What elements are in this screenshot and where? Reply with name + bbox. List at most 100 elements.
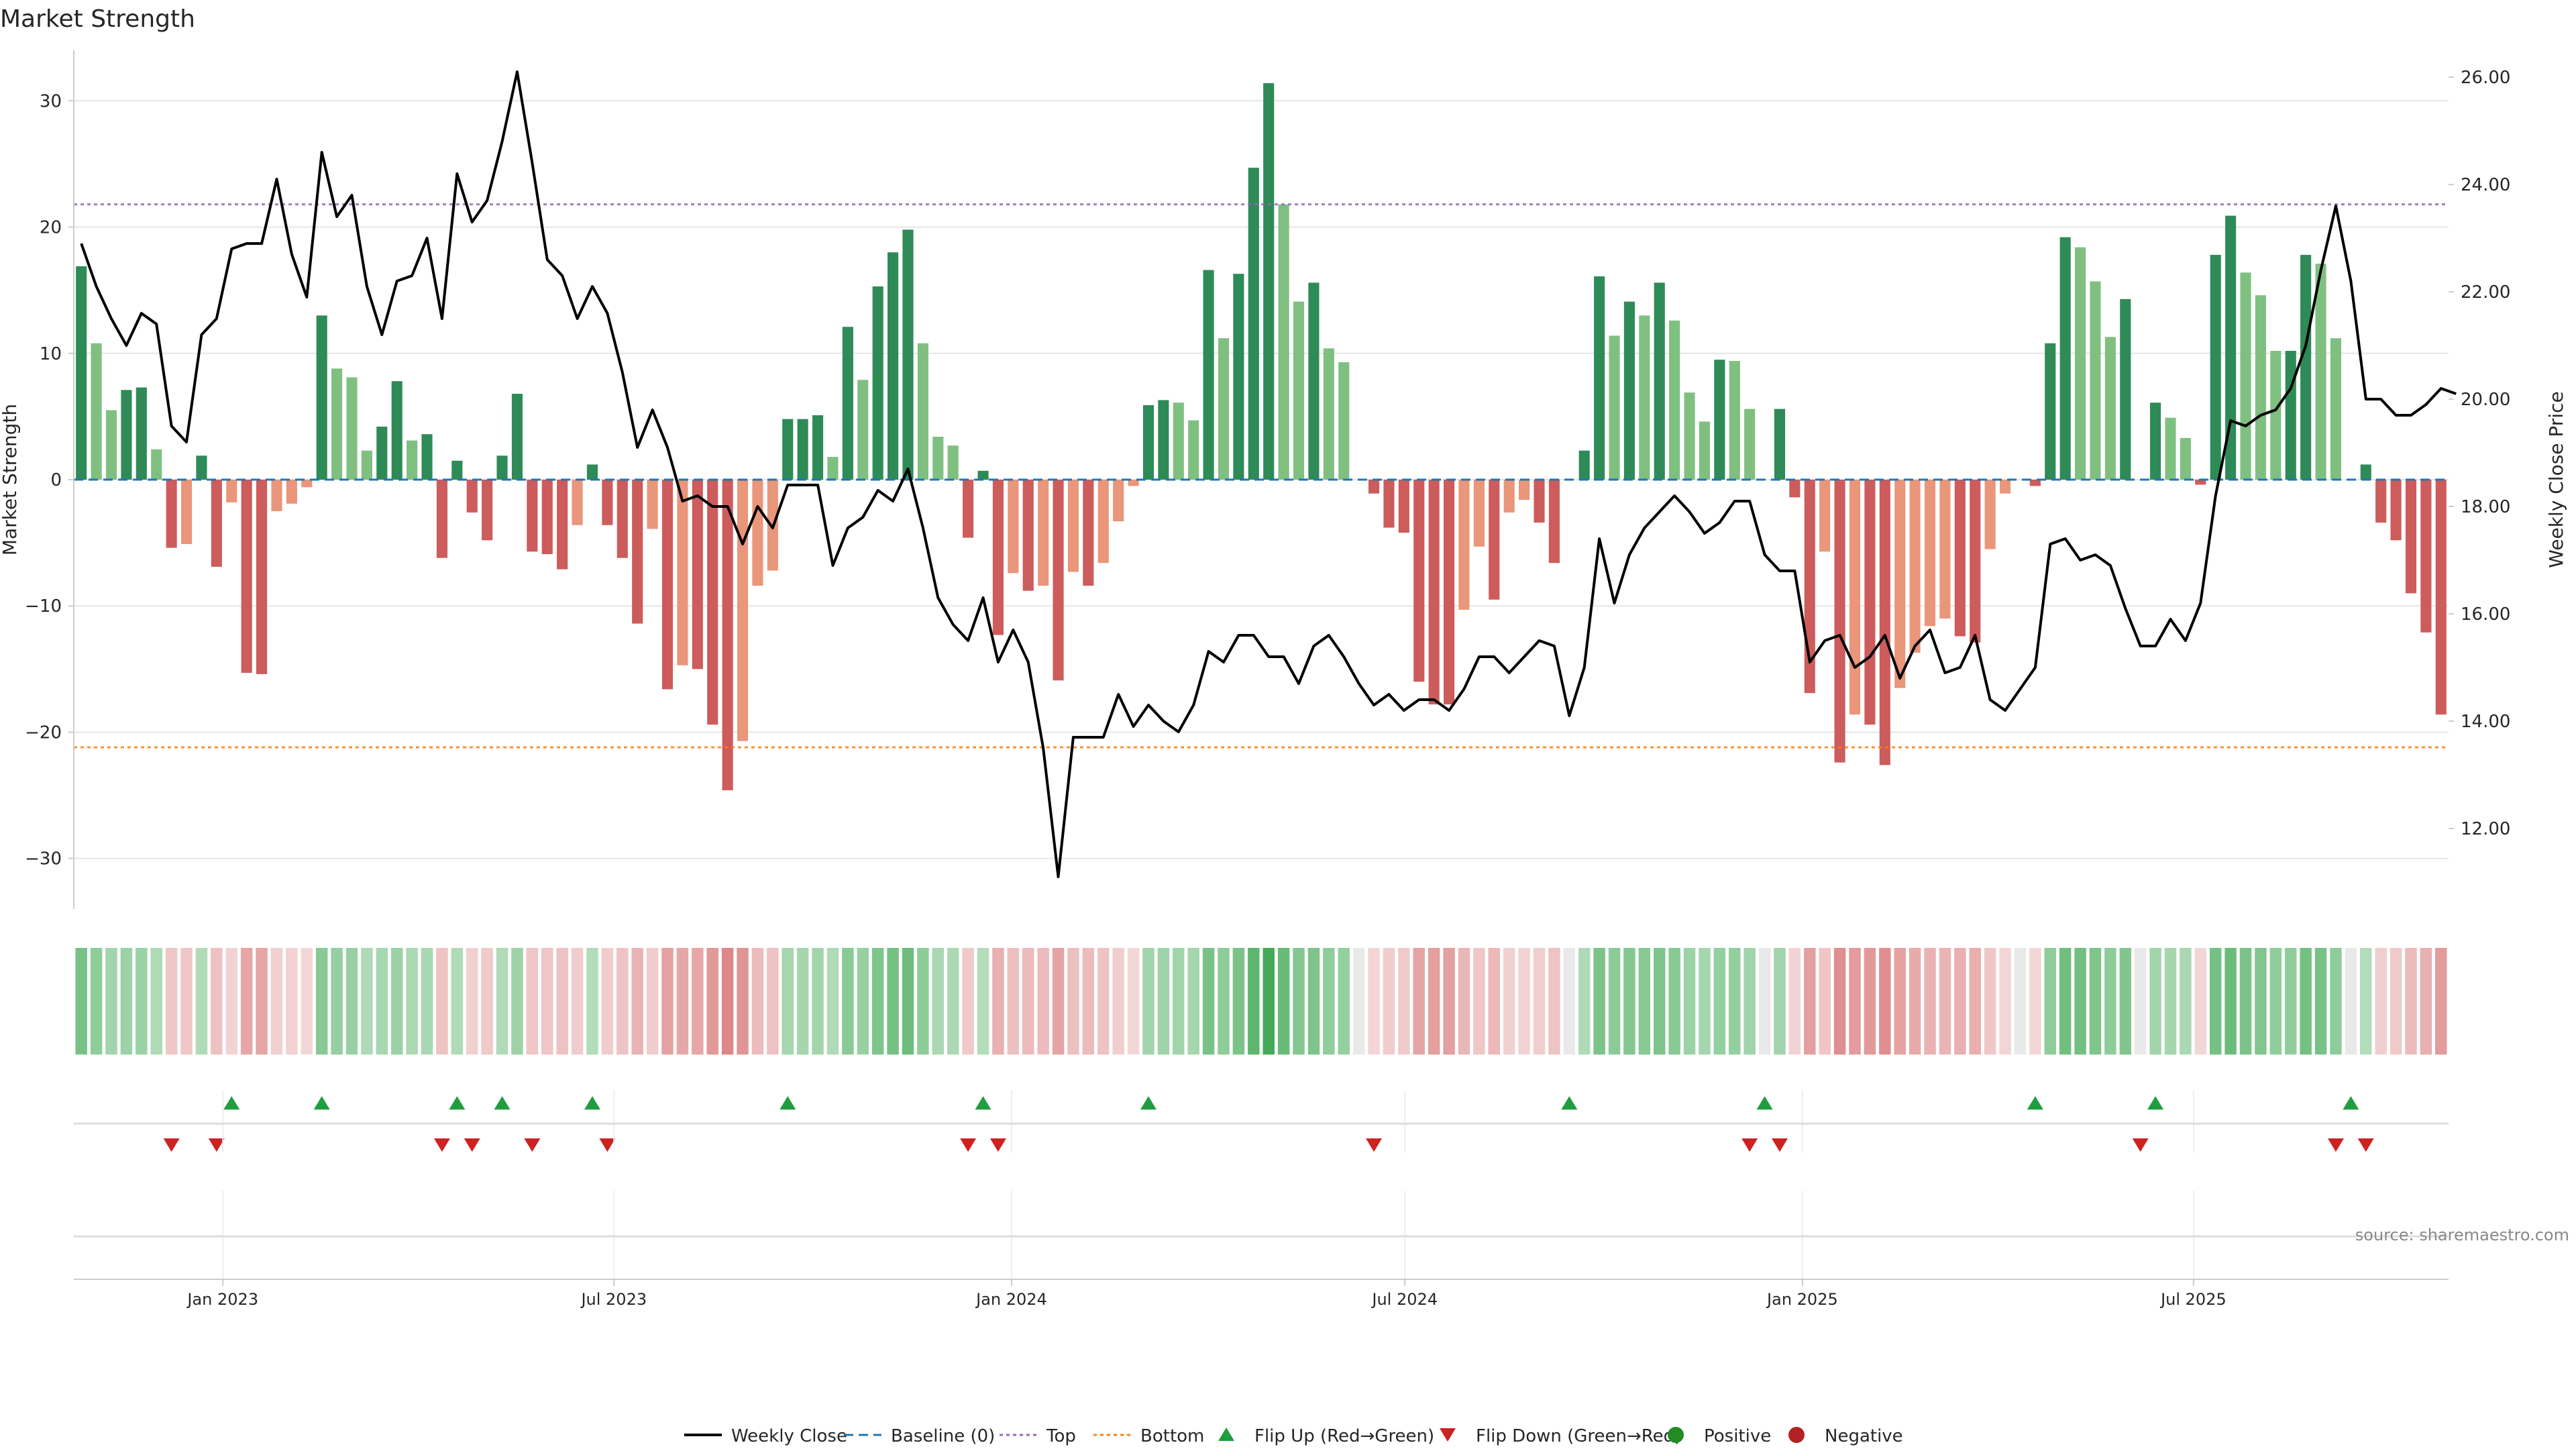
heat-cell: [75, 948, 87, 1055]
strength-bar: [1008, 480, 1019, 574]
strength-bar: [1954, 480, 1966, 637]
right-tick-label: 12.00: [2461, 819, 2510, 839]
strength-bar: [2090, 281, 2101, 480]
heat-cell: [1352, 948, 1365, 1055]
strength-bar: [1458, 480, 1470, 610]
heat-cell: [2089, 948, 2102, 1055]
heat-cell: [466, 948, 478, 1055]
heat-cell: [1097, 948, 1110, 1055]
strength-bar: [1489, 480, 1500, 600]
strength-bar: [376, 426, 388, 480]
strength-bar: [557, 480, 568, 570]
strength-bar: [602, 480, 613, 525]
heat-cell: [1593, 948, 1605, 1055]
strength-bar: [1338, 362, 1350, 480]
heat-cell: [2224, 948, 2237, 1055]
heat-cell: [992, 948, 1004, 1055]
strength-bar: [361, 450, 372, 480]
right-tick-label: 24.00: [2461, 175, 2510, 195]
chart-title: Market Strength: [0, 5, 195, 33]
heat-cell: [2330, 948, 2342, 1055]
strength-bar: [1097, 480, 1109, 564]
strength-bar: [1473, 480, 1485, 547]
strength-bar: [1623, 301, 1635, 480]
flip-down-marker: [1366, 1138, 1383, 1152]
strength-bar: [1248, 168, 1259, 480]
strength-bar: [1729, 361, 1740, 480]
strength-bar: [1022, 480, 1034, 591]
heat-cell: [857, 948, 869, 1055]
flip-down-marker: [599, 1138, 616, 1152]
time-axis: Jan 2023 Jul 2023 Jan 2024 Jul 2024 Jan 2025…: [74, 1090, 2449, 1309]
strength-bar: [1699, 421, 1711, 480]
heat-cell: [1127, 948, 1140, 1055]
flip-up-marker: [2027, 1096, 2043, 1110]
strength-bar: [1534, 480, 1545, 523]
heat-cell: [376, 948, 388, 1055]
strength-bar: [737, 480, 749, 741]
heat-cell: [826, 948, 839, 1055]
heat-cell: [2405, 948, 2417, 1055]
strength-bar: [391, 381, 402, 480]
strength-bar: [1984, 480, 1996, 549]
heat-cell: [136, 948, 148, 1055]
heat-cell: [406, 948, 418, 1055]
strength-bar: [661, 480, 674, 690]
legend-label: Top: [1046, 1426, 1076, 1446]
heat-cell: [2345, 948, 2357, 1055]
heat-cell: [2300, 948, 2312, 1055]
heat-cell: [1879, 948, 1891, 1055]
heat-cell: [2029, 948, 2041, 1055]
heat-cell: [1082, 948, 1095, 1055]
left-tick-label: −30: [25, 849, 62, 869]
strength-bar: [586, 464, 598, 480]
heat-cell: [796, 948, 809, 1055]
time-tick-label: Jan 2023: [186, 1290, 258, 1309]
strength-bar: [241, 480, 252, 673]
heat-cell: [331, 948, 343, 1055]
strength-bar: [1368, 480, 1380, 494]
heat-cell: [692, 948, 704, 1055]
heat-cell: [1157, 948, 1170, 1055]
heat-cell: [1323, 948, 1335, 1055]
left-tick-label: 20: [40, 218, 62, 238]
heat-cell: [1894, 948, 1906, 1055]
time-tick-label: Jul 2024: [1371, 1290, 1438, 1309]
strength-bar: [496, 455, 508, 480]
strength-bar: [1819, 480, 1831, 552]
heat-cell: [1443, 948, 1455, 1055]
strength-bar: [1428, 480, 1440, 705]
strength-bar: [842, 327, 853, 480]
flip-down-marker: [208, 1138, 225, 1152]
strength-bar: [647, 480, 658, 529]
left-tick-label: −20: [25, 722, 62, 743]
strength-bar: [2330, 338, 2342, 480]
legend-item-dot: Positive: [1668, 1426, 1771, 1446]
legend-label: Weekly Close: [731, 1426, 847, 1446]
strength-bar: [1188, 420, 1199, 480]
heat-cell: [2180, 948, 2192, 1055]
strength-bar: [827, 457, 839, 480]
strength-bar: [2255, 295, 2267, 480]
heat-cell: [2164, 948, 2177, 1055]
heat-cell: [646, 948, 659, 1055]
heat-cell: [1969, 948, 1981, 1055]
strength-bar: [271, 480, 282, 512]
flip-up-marker: [584, 1096, 600, 1110]
heat-cell: [631, 948, 643, 1055]
weekly-close-line: [80, 70, 2457, 878]
strength-bar: [1924, 480, 1936, 627]
heat-cell: [751, 948, 764, 1055]
heat-cell: [1368, 948, 1380, 1055]
strength-bar: [196, 455, 207, 480]
strength-bar: [1503, 480, 1515, 513]
heat-cell: [256, 948, 268, 1055]
legend-item-dot: Negative: [1788, 1426, 1903, 1446]
heat-cell: [541, 948, 553, 1055]
right-tick-label: 14.00: [2461, 712, 2510, 732]
heat-cell: [1713, 948, 1726, 1055]
legend: Weekly Close Baseline (0) Top Bottom Flip Up…: [684, 1426, 1903, 1446]
strength-bar: [1173, 402, 1184, 480]
heat-cell: [1638, 948, 1651, 1055]
strength-bar: [1398, 480, 1409, 533]
